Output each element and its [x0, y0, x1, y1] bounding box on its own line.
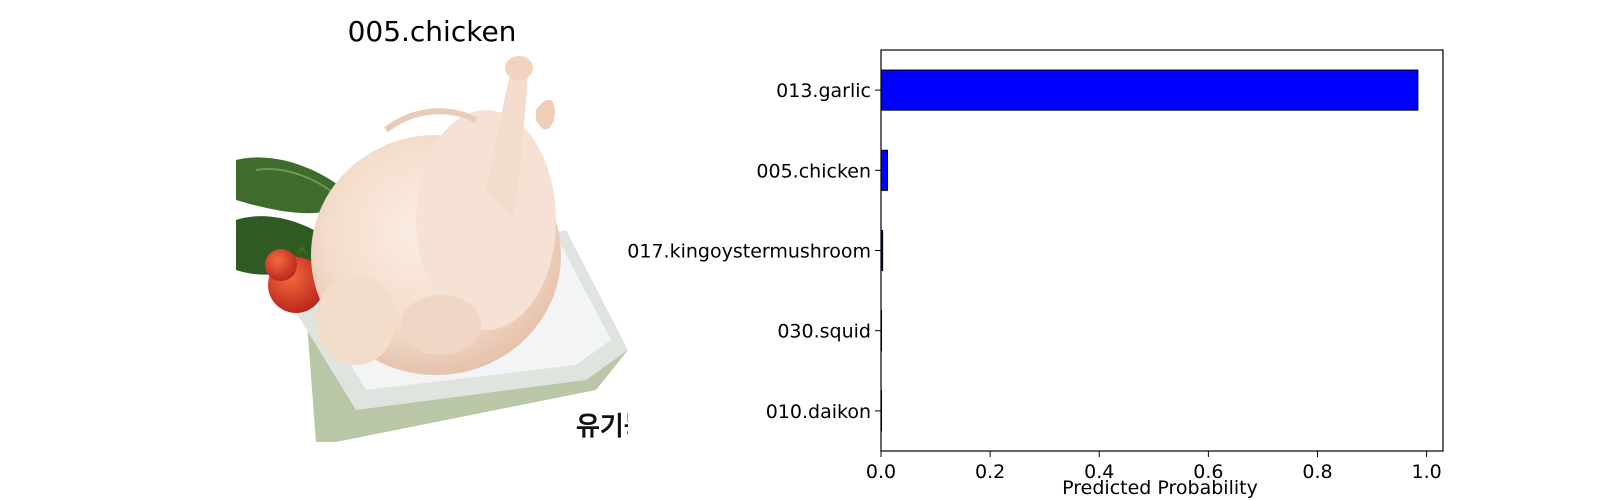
x-tick-label-1: 0.2 — [975, 461, 1005, 483]
plot-frame — [880, 49, 1444, 452]
x-tick-label-3: 0.6 — [1193, 461, 1223, 483]
y-tick-label-4: 010.daikon — [766, 401, 871, 423]
x-tick-label-2: 0.4 — [1084, 461, 1114, 483]
chicken-photo: 유기농 — [236, 50, 628, 442]
y-tick-label-0: 013.garlic — [776, 80, 871, 102]
x-tick-label-4: 0.8 — [1302, 461, 1332, 483]
bar-0 — [880, 69, 1419, 111]
y-tick-label-3: 030.squid — [777, 321, 871, 343]
image-title: 005.chicken — [347, 15, 517, 48]
bar-1 — [880, 149, 889, 191]
x-tick-label-5: 1.0 — [1412, 461, 1442, 483]
x-tick-label-0: 0.0 — [866, 461, 896, 483]
y-tick-label-2: 017.kingoystermushroom — [627, 241, 871, 263]
y-tick-label-1: 005.chicken — [756, 160, 871, 182]
x-axis-label: Predicted Probability — [1062, 477, 1258, 499]
watermark-text: 유기농 — [576, 412, 628, 442]
